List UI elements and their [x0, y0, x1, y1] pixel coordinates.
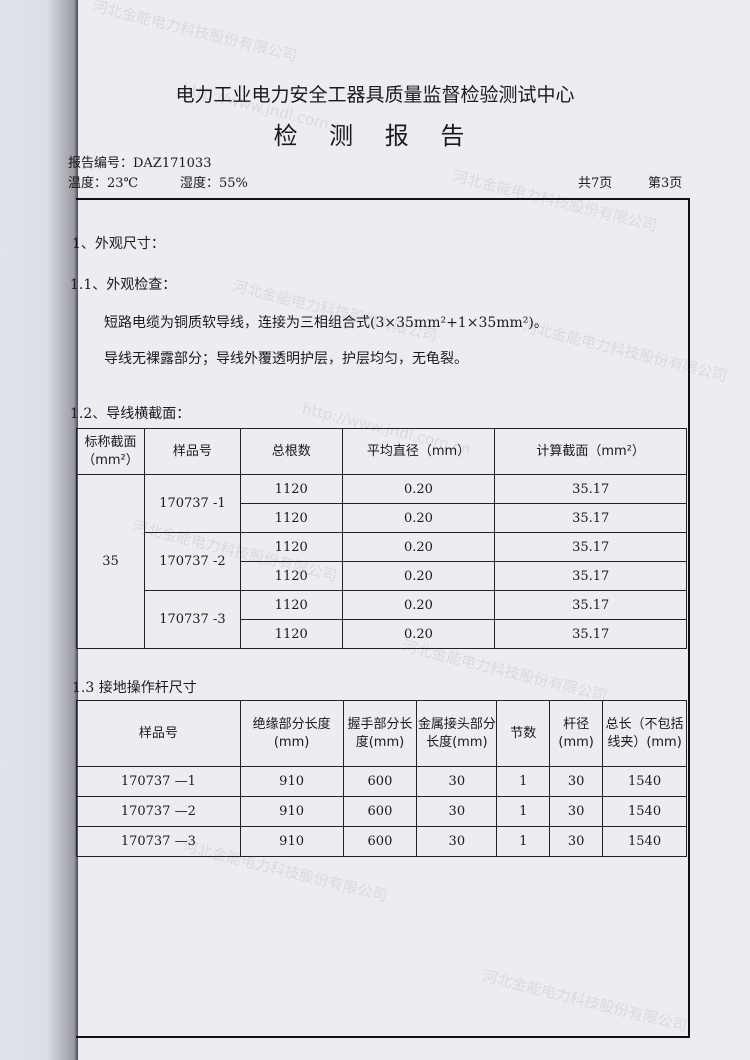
table-row: 170737 —1 910 600 30 1 30 1540	[76, 766, 687, 797]
column-header: 标称截面（mm²）	[76, 428, 145, 475]
cell: 1120	[239, 503, 343, 533]
table-row: 170737 -3 1120 0.20 35.17	[77, 590, 687, 649]
cell: 1120	[239, 474, 343, 504]
cell: 1	[496, 796, 551, 827]
report-title: 检 测 报 告	[273, 122, 477, 150]
cell: 1120	[239, 532, 343, 562]
column-header: 计算截面（mm²）	[494, 428, 687, 475]
cell: 1540	[602, 766, 687, 797]
cell: 170737 —2	[76, 796, 241, 827]
paragraph: 导线无裸露部分；导线外覆透明护层，护层均匀，无龟裂。	[104, 351, 468, 367]
column-header: 节数	[496, 700, 551, 767]
report-number: 报告编号：DAZ171033	[68, 156, 212, 171]
table-row: 1120 0.20 35.17	[77, 561, 687, 591]
section-heading: 1.2、导线横截面：	[70, 406, 191, 422]
cell: 1120	[239, 619, 343, 649]
cell: 35.17	[494, 561, 687, 591]
section-heading: 1.1、外观检查：	[70, 277, 177, 293]
table-row: 170737 —3 910 600 30 1 30 1540	[76, 826, 687, 857]
cell: 35.17	[494, 532, 687, 562]
org-title: 电力工业电力安全工器具质量监督检验测试中心	[175, 84, 575, 106]
cell: 30	[416, 766, 498, 797]
cell: 35.17	[494, 619, 687, 649]
cell: 910	[239, 826, 344, 857]
cell: 0.20	[341, 532, 496, 562]
column-header: 样品号	[143, 428, 241, 475]
total-pages: 共7页	[578, 176, 613, 191]
column-header: 总长（不包括线夹）(mm)	[602, 700, 687, 767]
humidity: 湿度：55%	[180, 176, 248, 191]
cell: 30	[416, 826, 498, 857]
cell: 1	[496, 826, 551, 857]
cell: 0.20	[341, 619, 496, 649]
cell: 170737 —1	[76, 766, 241, 797]
cell: 600	[342, 796, 418, 827]
cell: 35.17	[494, 474, 687, 504]
table-row: 170737 -2 1120 0.20 35.17	[77, 532, 687, 591]
cell: 1120	[239, 561, 343, 591]
paragraph: 短路电缆为铜质软导线，连接为三相组合式(3×35mm²+1×35mm²)。	[104, 315, 548, 331]
operating-rod-table: 样品号 绝缘部分长度(mm) 握手部分长度(mm) 金属接头部分长度(mm) 节…	[76, 700, 687, 857]
sample-cell: 170737 -2	[143, 532, 241, 591]
section-heading: 1.3 接地操作杆尺寸	[72, 680, 197, 696]
cell: 30	[549, 766, 604, 797]
cell: 1540	[602, 796, 687, 827]
cell: 0.20	[341, 503, 496, 533]
column-header: 平均直径（mm）	[341, 428, 496, 475]
nominal-cell: 35	[76, 474, 145, 649]
table-row: 1120 0.20 35.17	[77, 619, 687, 649]
sample-cell: 170737 -1	[143, 474, 241, 533]
cell: 30	[549, 826, 604, 857]
cell: 35.17	[494, 503, 687, 533]
cell: 600	[342, 766, 418, 797]
column-header: 杆径(mm)	[549, 700, 604, 767]
cell: 1540	[602, 826, 687, 857]
page-number: 第3页	[648, 176, 683, 191]
cell: 30	[549, 796, 604, 827]
table-row: 35 170737 -1 1120 0.20 35.17	[76, 474, 687, 649]
cell: 910	[239, 766, 344, 797]
column-header: 样品号	[76, 700, 241, 767]
section-heading: 1、外观尺寸：	[72, 236, 165, 252]
cell: 35.17	[494, 590, 687, 620]
cell: 600	[342, 826, 418, 857]
cell: 0.20	[341, 561, 496, 591]
column-header: 握手部分长度(mm)	[342, 700, 418, 767]
cell: 170737 —3	[76, 826, 241, 857]
sample-cell: 170737 -3	[143, 590, 241, 649]
column-header: 绝缘部分长度(mm)	[239, 700, 344, 767]
cell: 910	[239, 796, 344, 827]
cell: 0.20	[341, 590, 496, 620]
cell: 30	[416, 796, 498, 827]
report-frame	[76, 198, 690, 1038]
temperature: 温度：23℃	[68, 176, 139, 191]
page-binding-shadow	[0, 0, 78, 1060]
cell: 1	[496, 766, 551, 797]
cross-section-table: 标称截面（mm²） 样品号 总根数 平均直径（mm） 计算截面（mm²） 35 …	[76, 428, 687, 649]
watermark: 河北金能电力科技股份有限公司	[90, 0, 299, 66]
table-row: 170737 —2 910 600 30 1 30 1540	[76, 796, 687, 827]
column-header: 总根数	[239, 428, 343, 475]
cell: 0.20	[341, 474, 496, 504]
column-header: 金属接头部分长度(mm)	[416, 700, 498, 767]
cell: 1120	[239, 590, 343, 620]
